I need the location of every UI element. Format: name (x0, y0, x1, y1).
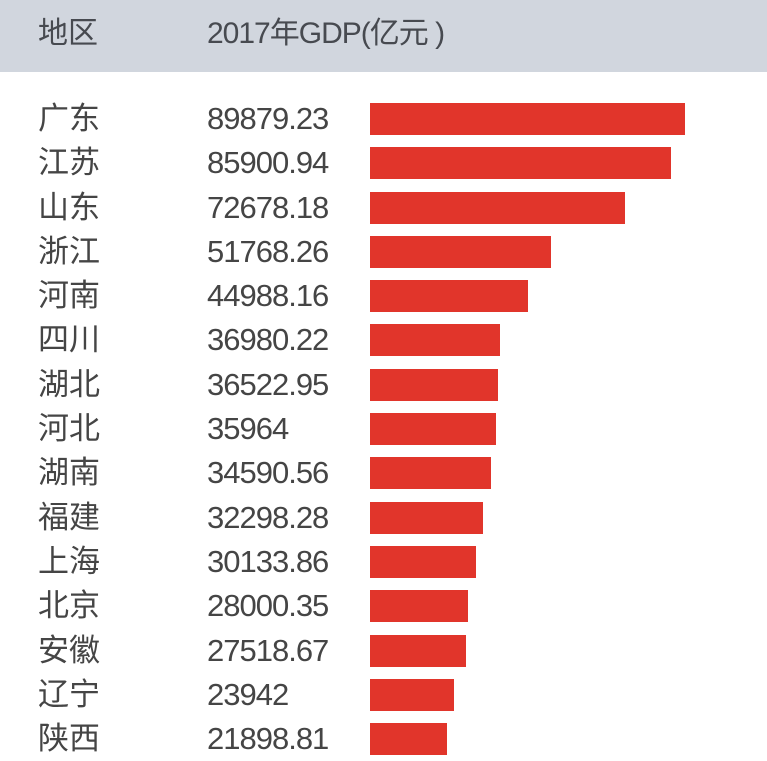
gdp-value: 35964 (207, 411, 289, 447)
table-row: 福建 32298.28 (0, 496, 767, 540)
gdp-bar (370, 235, 552, 268)
gdp-value: 72678.18 (207, 189, 329, 225)
gdp-bar (370, 545, 476, 578)
bar-chart-rows: 广东 89879.23 江苏 85900.94 山东 72678.18 浙江 51768.26… (0, 97, 767, 761)
table-row: 浙江 51768.26 (0, 230, 767, 274)
table-row: 辽宁 23942 (0, 673, 767, 717)
gdp-bar (370, 590, 469, 623)
region-name: 上海 (38, 543, 100, 579)
region-name: 广东 (38, 101, 100, 136)
region-name: 湖北 (38, 366, 100, 402)
gdp-bar (370, 147, 672, 180)
region-name: 河北 (38, 411, 100, 447)
table-row: 北京 28000.35 (0, 584, 767, 628)
table-row: 安徽 27518.67 (0, 629, 767, 673)
gdp-bar (370, 634, 467, 667)
gdp-bar (370, 678, 454, 711)
table-header: 地区 2017年GDP(亿元 ) (0, 0, 767, 72)
gdp-value: 89879.23 (207, 101, 329, 136)
table-row: 山东 72678.18 (0, 186, 767, 230)
gdp-value: 32298.28 (207, 499, 329, 535)
gdp-bar (370, 280, 528, 313)
region-name: 安徽 (38, 632, 100, 668)
region-column-header: 地区 (38, 17, 98, 50)
gdp-bar (370, 368, 498, 401)
gdp-value: 21898.81 (207, 721, 329, 757)
region-name: 北京 (38, 588, 100, 624)
gdp-value: 51768.26 (207, 233, 329, 269)
gdp-bar (370, 501, 484, 534)
gdp-value: 44988.16 (207, 278, 329, 314)
table-row: 江苏 85900.94 (0, 141, 767, 185)
gdp-bar (370, 324, 500, 357)
gdp-value: 36980.22 (207, 322, 329, 358)
gdp-value: 34590.56 (207, 455, 329, 491)
table-row: 陕西 21898.81 (0, 717, 767, 761)
table-row: 湖南 34590.56 (0, 451, 767, 495)
region-name: 浙江 (38, 233, 100, 269)
table-row: 上海 30133.86 (0, 540, 767, 584)
gdp-bar (370, 413, 496, 446)
gdp-bar (370, 103, 685, 135)
gdp-value: 85900.94 (207, 145, 329, 181)
gdp-value: 36522.95 (207, 366, 329, 402)
table-row: 广东 89879.23 (0, 97, 767, 141)
table-row: 河南 44988.16 (0, 274, 767, 318)
gdp-bar (370, 457, 492, 490)
region-name: 陕西 (38, 721, 100, 757)
table-row: 湖北 36522.95 (0, 363, 767, 407)
region-name: 福建 (38, 499, 100, 535)
gdp-bar (370, 723, 447, 756)
gdp-value: 28000.35 (207, 588, 329, 624)
gdp-bar (370, 191, 625, 224)
region-name: 山东 (38, 189, 100, 225)
region-name: 辽宁 (38, 676, 100, 712)
gdp-value: 30133.86 (207, 543, 329, 579)
gdp-column-header: 2017年GDP(亿元 ) (207, 17, 445, 50)
gdp-value: 27518.67 (207, 632, 329, 668)
gdp-value: 23942 (207, 676, 289, 712)
table-row: 河北 35964 (0, 407, 767, 451)
region-name: 江苏 (38, 145, 100, 181)
table-row: 四川 36980.22 (0, 318, 767, 362)
region-name: 湖南 (38, 455, 100, 491)
region-name: 河南 (38, 278, 100, 314)
region-name: 四川 (38, 322, 100, 358)
